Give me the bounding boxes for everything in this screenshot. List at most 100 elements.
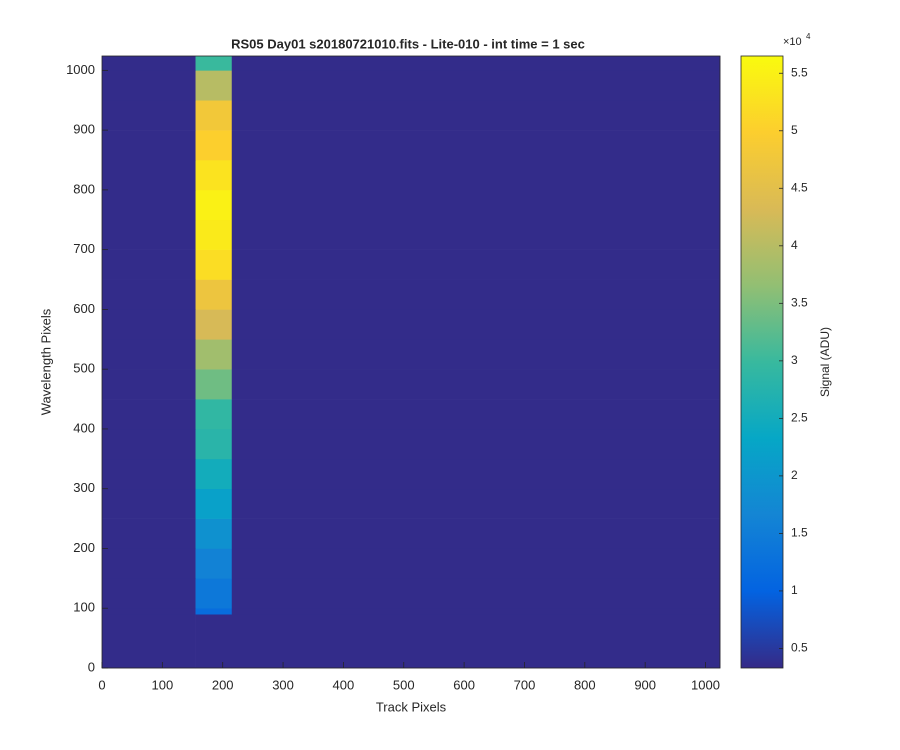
y-tick-label: 700 [73, 241, 95, 256]
heatmap-cell [102, 369, 196, 400]
heatmap-cell [231, 189, 721, 221]
colorbar [740, 55, 784, 669]
heatmap-cell [231, 518, 721, 549]
heatmap-cell [102, 309, 196, 340]
heatmap-cell [195, 189, 233, 221]
heatmap-cell [231, 249, 721, 280]
x-tick-label: 0 [98, 677, 105, 692]
y-tick-label: 1000 [66, 62, 95, 77]
colorbar-tick-label: 4.5 [791, 180, 808, 194]
heatmap-cell [195, 614, 233, 669]
heatmap-cell [195, 578, 233, 609]
heatmap-cell [195, 159, 233, 191]
heatmap-cell [231, 339, 721, 370]
x-tick-label: 300 [272, 677, 294, 692]
heatmap-cell [195, 399, 233, 430]
plot-frame [101, 55, 721, 669]
heatmap-cell [102, 70, 196, 101]
heatmap-cell [231, 279, 721, 310]
y-tick-label: 100 [73, 600, 95, 615]
heatmap-cell [231, 219, 721, 250]
heatmap-cell [102, 130, 196, 161]
y-tick-label: 900 [73, 122, 95, 137]
y-tick-label: 500 [73, 361, 95, 376]
colorbar-tick-label: 5 [791, 123, 798, 137]
heatmap-cell [102, 399, 196, 430]
heatmap-cell [195, 309, 233, 340]
colorbar-tick-label: 3 [791, 353, 798, 367]
x-tick-label: 1000 [691, 677, 720, 692]
heatmap-cell [102, 488, 196, 519]
heatmap-cell [231, 56, 721, 71]
heatmap-cell [195, 369, 233, 400]
heatmap-cell [195, 130, 233, 161]
y-tick-label: 200 [73, 540, 95, 555]
heatmap-cell [102, 548, 196, 579]
colorbar-tick-label: 2.5 [791, 411, 808, 425]
colorbar-multiplier: ×10 [783, 36, 802, 48]
heatmap-cell [102, 189, 196, 221]
heatmap-cell [102, 56, 196, 71]
heatmap-cell [195, 518, 233, 549]
heatmap-cell [195, 458, 233, 490]
heatmap-cell [102, 458, 196, 490]
x-tick-label: 400 [333, 677, 355, 692]
colorbar-tick-label: 2 [791, 468, 798, 482]
x-tick-label: 600 [453, 677, 475, 692]
heatmap-cell [231, 608, 721, 615]
x-tick-label: 700 [514, 677, 536, 692]
colorbar-tick-label: 4 [791, 238, 798, 252]
colorbar-tick-label: 5.5 [791, 65, 808, 79]
heatmap-cell [195, 249, 233, 280]
colorbar-label: Signal (ADU) [818, 327, 832, 397]
heatmap-cell [231, 130, 721, 161]
heatmap-cell [102, 219, 196, 250]
x-tick-label: 500 [393, 677, 415, 692]
x-tick-label: 900 [634, 677, 656, 692]
heatmap-cell [231, 428, 721, 460]
colorbar-tick-label: 1 [791, 583, 798, 597]
y-tick-label: 800 [73, 181, 95, 196]
y-tick-label: 300 [73, 480, 95, 495]
heatmap-cell [195, 339, 233, 370]
colorbar-exponent: 4 [806, 32, 811, 41]
heatmap-cell [195, 488, 233, 519]
y-axis-label: Wavelength Pixels [38, 308, 53, 415]
x-tick-label: 800 [574, 677, 596, 692]
heatmap-cell [231, 488, 721, 519]
heatmap-cell [195, 428, 233, 460]
heatmap-cell [195, 100, 233, 131]
heatmap-cell [195, 279, 233, 310]
colorbar-tick-label: 0.5 [791, 641, 808, 655]
heatmap-cell [231, 548, 721, 579]
heatmap-cell [195, 548, 233, 579]
heatmap-cell [102, 614, 196, 669]
heatmap-cell [231, 100, 721, 131]
heatmap-cell [102, 578, 196, 609]
heatmap-cell [231, 458, 721, 490]
x-tick-label: 200 [212, 677, 234, 692]
heatmap-cell [102, 428, 196, 460]
x-axis-label: Track Pixels [376, 699, 447, 714]
heatmap-cell [102, 249, 196, 280]
heatmap-cell [231, 159, 721, 191]
colorbar-tick-label: 3.5 [791, 296, 808, 310]
y-tick-label: 400 [73, 420, 95, 435]
heatmap-cell [231, 399, 721, 430]
heatmap-cell [195, 56, 233, 71]
colorbar-tick-label: 1.5 [791, 526, 808, 540]
heatmap-cell [195, 608, 233, 615]
y-tick-label: 600 [73, 301, 95, 316]
heatmap-cell [102, 608, 196, 615]
heatmap-cell [231, 70, 721, 101]
heatmap-cell [195, 219, 233, 250]
heatmap-cell [231, 578, 721, 609]
y-tick-label: 0 [88, 659, 95, 674]
heatmap-cell [102, 518, 196, 549]
chart-title: RS05 Day01 s20180721010.fits - Lite-010 … [231, 36, 585, 51]
heatmap-cell [102, 100, 196, 131]
heatmap-cell [231, 309, 721, 340]
heatmap-cell [231, 369, 721, 400]
